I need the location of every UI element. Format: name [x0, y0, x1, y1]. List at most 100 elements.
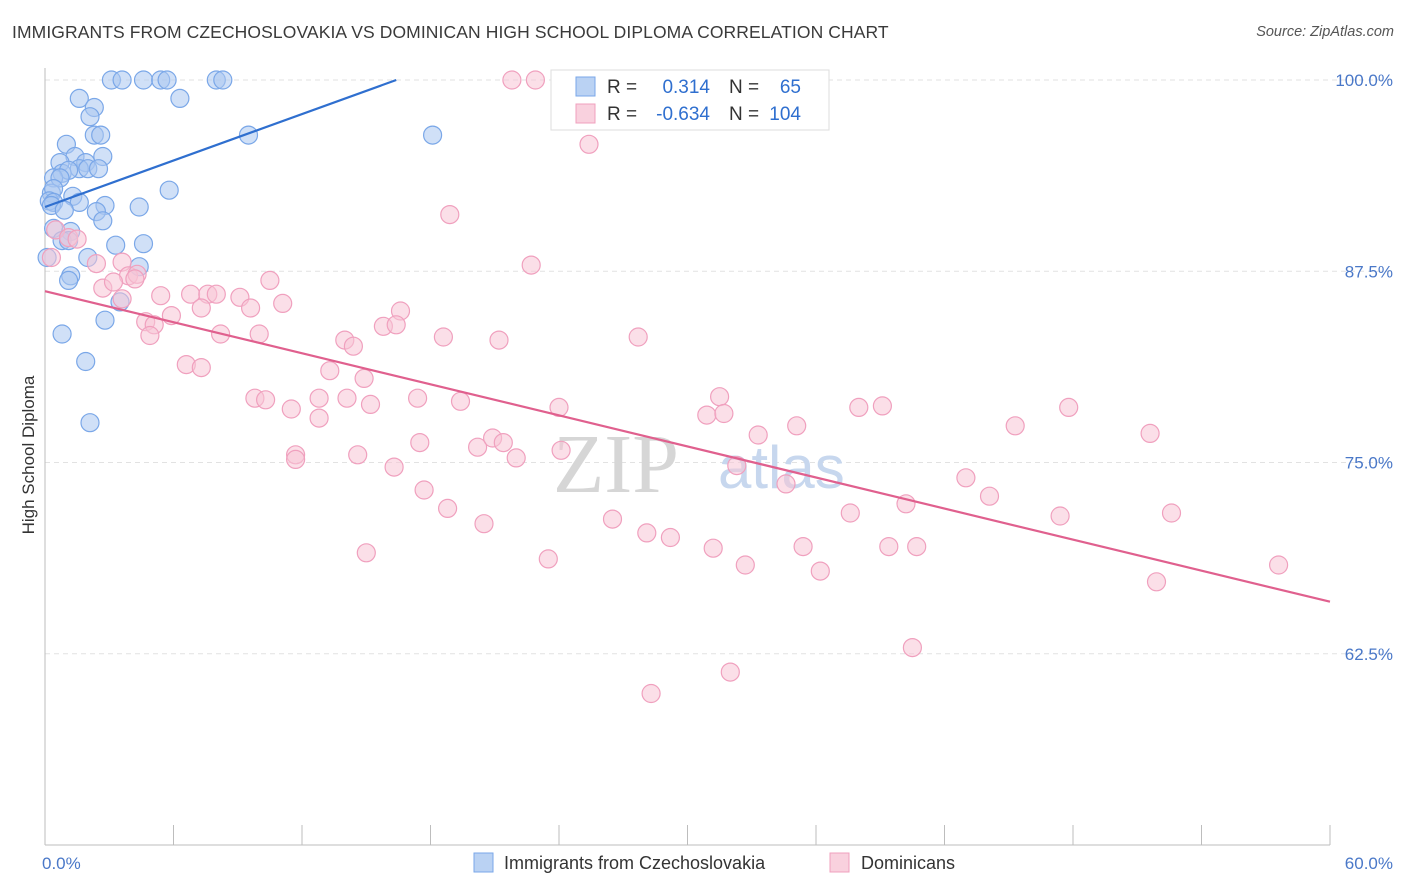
data-point — [450, 391, 471, 411]
stats-n-value-1: 65 — [780, 77, 801, 98]
data-point — [438, 498, 458, 518]
stats-box: R = 0.314 N = 65 R = -0.634 N = 104 — [550, 69, 830, 131]
data-point — [735, 555, 755, 575]
data-point — [423, 125, 443, 145]
data-point — [41, 247, 62, 268]
stats-r-value-2: -0.634 — [656, 104, 710, 125]
data-point — [95, 310, 115, 330]
data-point — [241, 298, 261, 318]
data-point — [91, 125, 111, 145]
y-tick-label-2: 87.5% — [1345, 262, 1393, 281]
data-point — [538, 549, 558, 569]
data-point — [489, 330, 509, 350]
data-point — [433, 327, 453, 347]
data-point — [206, 284, 226, 304]
data-point — [628, 327, 648, 347]
stats-box-frame — [550, 69, 830, 131]
data-point — [273, 293, 293, 313]
stats-r-label-1: R = — [607, 77, 637, 98]
data-point — [213, 70, 233, 90]
data-point — [1161, 503, 1182, 523]
data-point — [414, 480, 434, 500]
watermark: ZIP atlas — [553, 418, 845, 511]
data-point — [360, 394, 381, 414]
legend: Immigrants from Czechoslovakia Dominican… — [473, 852, 955, 873]
data-point — [281, 399, 301, 419]
stats-r-label-2: R = — [607, 104, 637, 125]
data-point — [58, 270, 79, 290]
y-tick-label-1: 75.0% — [1345, 454, 1393, 473]
data-point — [776, 474, 796, 494]
data-point — [709, 387, 730, 407]
data-point — [157, 70, 177, 90]
data-point — [525, 70, 546, 90]
data-point — [1059, 397, 1079, 417]
data-point — [348, 445, 368, 465]
data-point — [840, 503, 860, 523]
data-point — [637, 523, 657, 543]
data-point — [440, 205, 460, 225]
series-points-0 — [37, 70, 443, 433]
data-point — [660, 527, 681, 548]
y-tick-labels: 62.5% 75.0% 87.5% 100.0% — [1335, 71, 1393, 664]
data-point — [720, 662, 740, 682]
data-point — [140, 325, 160, 346]
data-point — [69, 88, 89, 109]
data-point — [697, 405, 717, 425]
data-point — [309, 388, 329, 408]
data-points — [37, 70, 1289, 704]
data-point — [343, 336, 363, 356]
data-point — [88, 159, 109, 179]
stats-n-label-1: N = — [729, 77, 759, 98]
y-tick-label-3: 100.0% — [1335, 71, 1393, 90]
data-point — [386, 315, 406, 335]
data-point — [410, 433, 430, 453]
data-point — [320, 361, 340, 381]
data-point — [159, 180, 179, 200]
data-point — [133, 234, 154, 254]
data-point — [80, 413, 100, 433]
data-point — [1050, 506, 1070, 526]
stats-swatch-dominicans — [575, 103, 596, 124]
data-point — [106, 235, 126, 255]
data-point — [309, 408, 329, 428]
x-tick-label-min: 0.0% — [42, 854, 81, 873]
y-axis-title: High School Diploma — [19, 375, 38, 534]
data-point — [151, 286, 171, 306]
data-point — [256, 390, 276, 410]
data-point — [129, 197, 149, 217]
data-point — [907, 536, 927, 557]
legend-swatch-czechoslovakia — [473, 852, 494, 873]
data-point — [112, 289, 132, 309]
data-point — [133, 70, 154, 90]
data-point — [354, 368, 374, 388]
data-point — [641, 683, 661, 704]
data-point — [286, 449, 306, 469]
data-point — [468, 437, 488, 457]
y-tick-label-0: 62.5% — [1345, 645, 1393, 664]
data-point — [103, 272, 124, 292]
chart-title: IMMIGRANTS FROM CZECHOSLOVAKIA VS DOMINI… — [12, 22, 889, 42]
data-point — [474, 514, 494, 534]
data-point — [602, 509, 623, 529]
data-point — [1268, 555, 1289, 575]
data-point — [238, 125, 259, 145]
data-point — [1005, 416, 1025, 436]
data-point — [356, 543, 376, 563]
trend-lines — [44, 78, 1331, 603]
data-point — [810, 561, 830, 581]
data-point — [493, 433, 513, 453]
stats-n-value-2: 104 — [769, 104, 801, 125]
data-point — [849, 397, 869, 417]
data-point — [52, 324, 72, 344]
data-point — [793, 536, 813, 557]
series-points-1 — [41, 70, 1289, 704]
legend-label-dominicans: Dominicans — [861, 853, 955, 873]
stats-r-value-1: 0.314 — [662, 77, 710, 98]
data-point — [727, 456, 747, 476]
data-point — [703, 538, 723, 558]
watermark-zip: ZIP — [553, 418, 679, 511]
data-point — [902, 637, 923, 658]
x-tick-label-max: 60.0% — [1345, 854, 1393, 873]
